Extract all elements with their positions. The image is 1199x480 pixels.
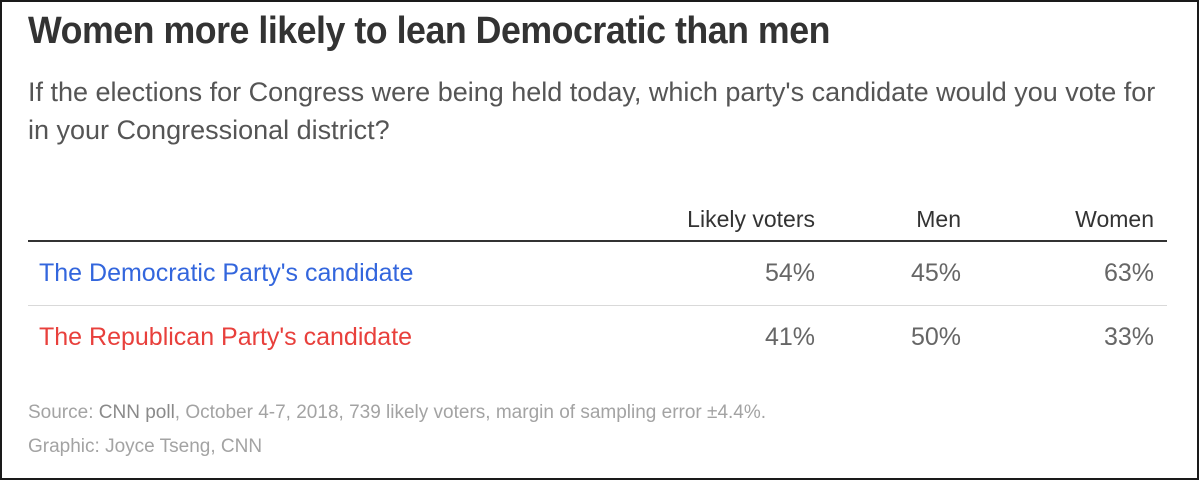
poll-table: Likely voters Men Women The Democratic P… [28,198,1167,369]
source-details: , October 4-7, 2018, 739 likely voters, … [174,402,767,423]
cell-democratic-women: 63% [974,241,1167,306]
table-row-republican: The Republican Party's candidate 41% 50%… [28,306,1167,370]
column-header-likely-voters: Likely voters [656,198,828,242]
cell-democratic-men: 45% [828,241,974,306]
chart-subtitle: If the elections for Congress were being… [28,77,1156,145]
cell-democratic-likely-voters: 54% [656,241,828,306]
chart-title: Women more likely to lean Democratic tha… [28,10,830,52]
source-name: CNN poll [98,402,175,423]
row-label-democratic: The Democratic Party's candidate [28,241,656,306]
source-note: Source: CNN poll, October 4-7, 2018, 739… [28,402,766,424]
column-header-women: Women [974,198,1167,242]
row-label-header [28,198,656,242]
table-header-row: Likely voters Men Women [28,198,1167,242]
cell-republican-men: 50% [910,323,961,351]
row-label-republican: The Republican Party's candidate [39,323,413,351]
table-row-democratic: The Democratic Party's candidate 54% 45%… [28,241,1167,306]
cell-republican-likely-voters: 41% [764,323,815,351]
column-header-men: Men [828,198,974,242]
cell-republican-women: 33% [1103,323,1154,351]
graphic-credit: Graphic: Joyce Tseng, CNN [28,436,263,457]
source-prefix: Source: [28,402,99,423]
